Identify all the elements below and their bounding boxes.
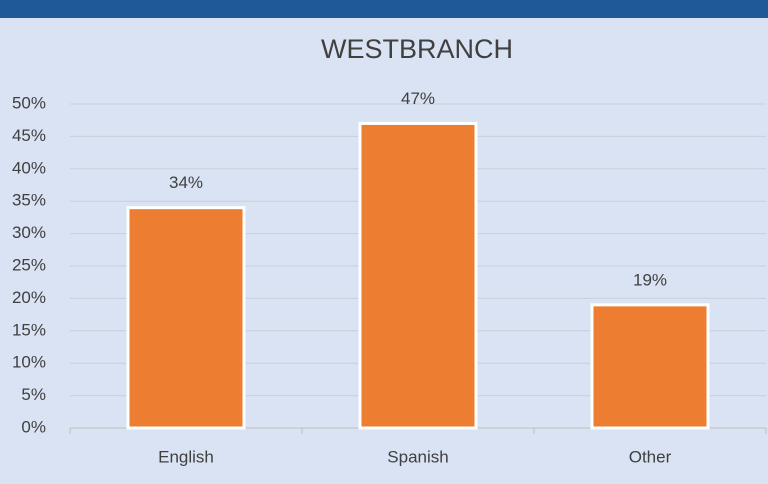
bar — [358, 121, 478, 430]
y-tick-label: 30% — [12, 223, 46, 242]
x-tick-label: Spanish — [387, 447, 448, 466]
x-tick-label: Other — [629, 447, 672, 466]
y-tick-label: 0% — [21, 417, 46, 436]
y-tick-label: 25% — [12, 255, 46, 274]
y-tick-label: 40% — [12, 158, 46, 177]
y-tick-label: 5% — [21, 385, 46, 404]
y-tick-label: 15% — [12, 320, 46, 339]
y-tick-label: 20% — [12, 288, 46, 307]
y-tick-label: 45% — [12, 126, 46, 145]
bar — [126, 206, 246, 430]
data-label: 19% — [633, 270, 667, 289]
data-label: 34% — [169, 173, 203, 192]
top-band — [0, 0, 768, 18]
y-tick-label: 35% — [12, 191, 46, 210]
bar — [590, 303, 710, 430]
chart-title: WESTBRANCH — [321, 34, 513, 64]
y-tick-label: 10% — [12, 353, 46, 372]
data-label: 47% — [401, 89, 435, 108]
x-tick-label: English — [158, 447, 214, 466]
y-tick-label: 50% — [12, 93, 46, 112]
